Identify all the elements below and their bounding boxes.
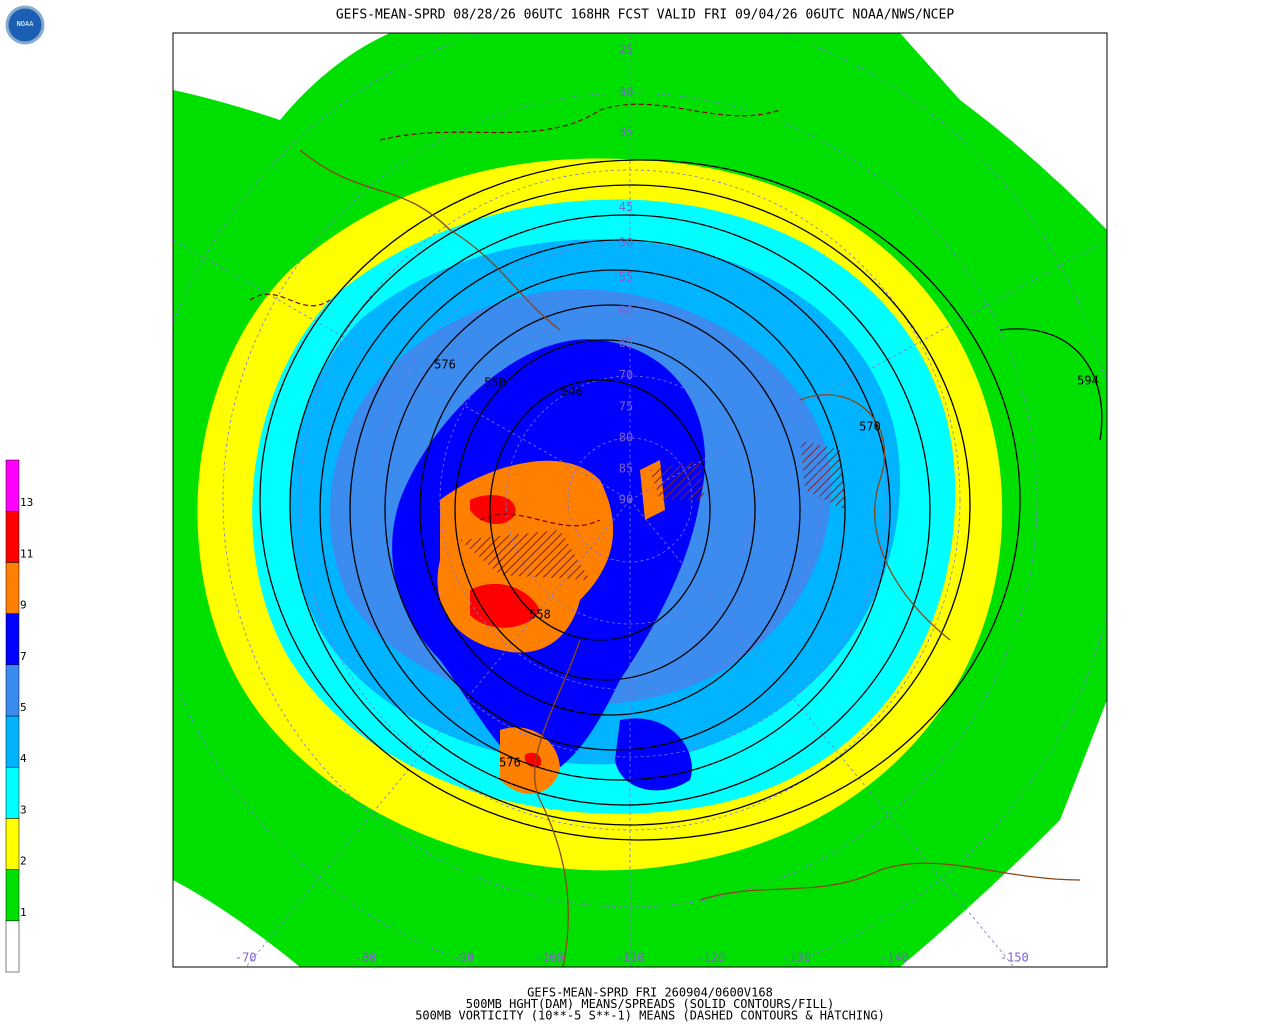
graticule [173, 33, 1107, 967]
footer-line: 500MB VORTICITY (10**-5 S**-1) MEANS (DA… [415, 1009, 885, 1023]
contour-label: 576 [499, 756, 521, 770]
legend-label: 2 [20, 855, 27, 868]
legend-swatch [5, 766, 20, 819]
latitude-label: 70 [619, 368, 633, 382]
legend-label: 4 [20, 752, 27, 765]
footer-line: GEFS-MEAN-SPRD FRI 260904/0600V168 [527, 986, 773, 1000]
latitude-label: 85 [619, 462, 633, 476]
contour-label: 570 [859, 420, 881, 434]
vorticity-hatch [460, 440, 845, 580]
contour-label: 594 [1077, 374, 1099, 388]
latitude-label: 35 [619, 125, 633, 139]
legend-swatch [5, 869, 20, 922]
longitude-label: -120 [696, 951, 725, 965]
legend-swatch [5, 510, 20, 563]
latitude-label: 25 [619, 43, 633, 57]
contour-label: 558 [529, 608, 551, 622]
latitude-label: 65 [619, 336, 633, 350]
logo-text: NOAA [17, 20, 35, 28]
legend-label: 5 [20, 701, 27, 714]
latitude-label: 30 [619, 85, 633, 99]
latitude-label: 75 [619, 400, 633, 414]
legend-swatch [5, 562, 20, 614]
longitude-label: -80 [355, 951, 377, 965]
legend-swatch [5, 920, 20, 973]
legend-swatch [5, 459, 20, 512]
coastlines [299, 149, 1081, 967]
legend-label: 7 [20, 650, 27, 663]
legend-label: 11 [20, 547, 33, 560]
latitude-label: 80 [619, 431, 633, 445]
longitude-label: -70 [235, 951, 257, 965]
map-frame [172, 32, 1108, 968]
legend-swatch [5, 715, 20, 768]
height-contours [259, 159, 1103, 841]
latitude-label: 50 [619, 236, 633, 250]
legend-label: 9 [20, 599, 27, 612]
legend-swatch [5, 613, 20, 666]
map [173, 33, 1107, 967]
contour-label: 546 [561, 385, 583, 399]
longitude-label: -130 [782, 951, 811, 965]
latitude-label: 60 [619, 303, 633, 317]
latitude-label: 55 [619, 270, 633, 284]
logo [5, 5, 45, 45]
title: GEFS-MEAN-SPRD 08/28/26 06UTC 168HR FCST… [336, 8, 954, 23]
legend-label: 3 [20, 803, 27, 816]
legend-label: 13 [20, 496, 33, 509]
footer-line: 500MB HGHT(DAM) MEANS/SPREADS (SOLID CON… [466, 997, 834, 1011]
longitude-label: -100 [535, 951, 564, 965]
contour-label: 576 [434, 358, 456, 372]
legend-swatch [5, 818, 20, 870]
latitude-label: 90 [619, 493, 633, 507]
longitude-label: -110 [616, 951, 645, 965]
longitude-label: -90 [452, 951, 474, 965]
longitude-label: -140 [880, 951, 909, 965]
vorticity-contours [249, 103, 781, 527]
longitude-label: -150 [1000, 951, 1029, 965]
legend-label: 1 [20, 906, 27, 919]
latitude-label: 45 [619, 200, 633, 214]
contour-label: 558 [484, 376, 506, 390]
legend-swatch [5, 664, 20, 717]
